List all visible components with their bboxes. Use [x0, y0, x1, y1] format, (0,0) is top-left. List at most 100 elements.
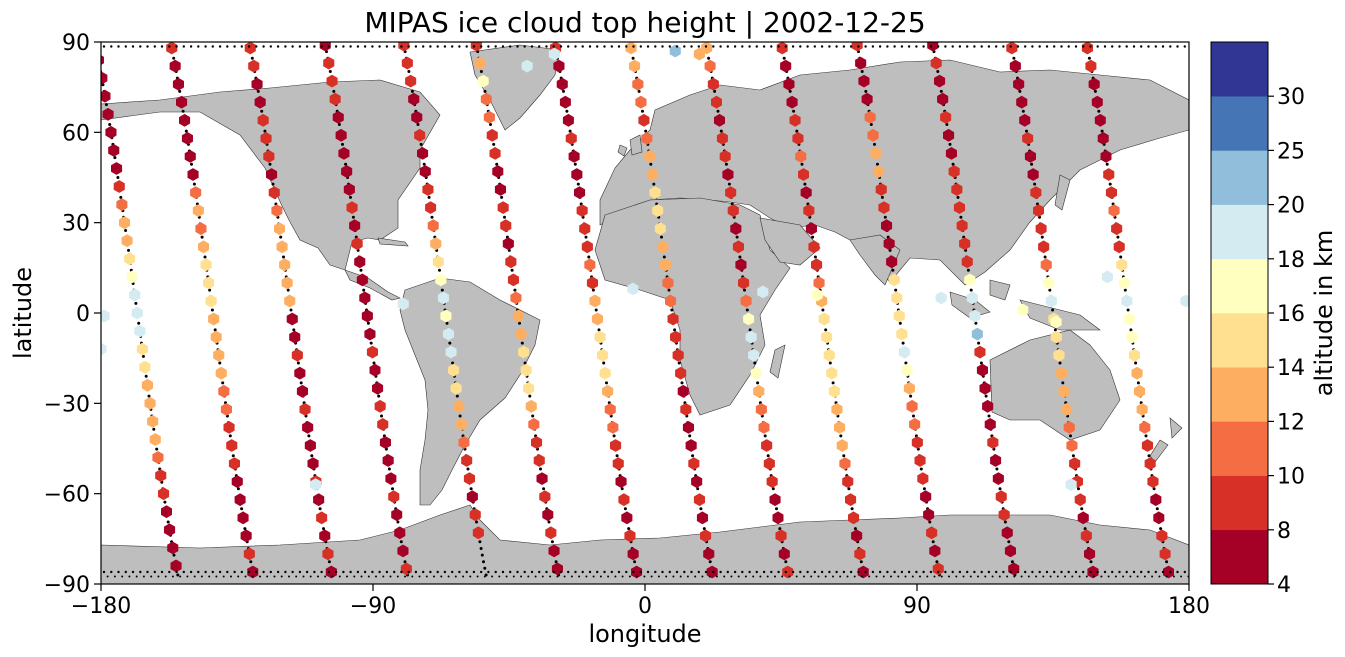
- polar-dot: [1125, 45, 1128, 48]
- cloud-point-marker: [1024, 150, 1036, 163]
- polar-dot: [617, 45, 621, 48]
- track-dot: [1119, 255, 1123, 259]
- track-dot: [565, 109, 569, 113]
- polar-dot: [632, 570, 635, 574]
- track-dot: [1136, 381, 1140, 385]
- polar-dot: [218, 570, 222, 574]
- track-dot: [547, 520, 551, 524]
- track-dot: [108, 123, 112, 126]
- cloud-point-marker: [786, 95, 798, 109]
- track-dot: [178, 89, 182, 93]
- polar-dot: [414, 45, 418, 48]
- cloud-point-marker: [463, 472, 475, 485]
- polar-dot: [683, 45, 686, 48]
- cloud-point-marker: [896, 327, 908, 341]
- cloud-point-marker: [1134, 384, 1146, 398]
- cloud-point-marker: [310, 478, 322, 491]
- polar-dot: [733, 570, 737, 574]
- track-dot: [1007, 540, 1011, 544]
- polar-dot: [429, 45, 432, 48]
- polar-dot: [1009, 570, 1012, 574]
- track-dot: [228, 434, 232, 438]
- track-dot: [256, 89, 260, 93]
- polar-dot: [189, 570, 193, 574]
- track-dot: [995, 467, 999, 471]
- polar-dot: [400, 45, 403, 48]
- track-dot: [359, 268, 363, 272]
- polar-dot: [117, 45, 120, 48]
- cloud-point-marker: [805, 222, 817, 236]
- track-dot: [554, 560, 558, 564]
- track-dot: [839, 434, 843, 438]
- cloud-point-marker: [351, 237, 363, 251]
- polar-dot: [284, 45, 287, 48]
- cloud-point-marker: [589, 294, 601, 308]
- polar-dot: [603, 45, 606, 48]
- track-dot: [1061, 381, 1065, 385]
- cloud-point-marker: [243, 547, 255, 561]
- track-dot: [828, 361, 832, 365]
- polar-dot: [973, 45, 976, 48]
- cloud-point-marker: [740, 294, 752, 308]
- cloud-point-marker: [164, 523, 176, 537]
- track-dot: [147, 394, 151, 398]
- polar-dot: [726, 45, 729, 48]
- polar-dot: [849, 45, 853, 48]
- cloud-point-marker: [667, 312, 679, 326]
- track-dot: [152, 427, 156, 431]
- track-dot: [403, 560, 407, 564]
- cloud-point-marker: [858, 74, 870, 88]
- polar-dot: [777, 45, 780, 48]
- track-dot: [738, 255, 742, 259]
- polar-dot: [186, 575, 189, 578]
- track-dot: [716, 109, 720, 113]
- cloud-point-marker: [528, 418, 540, 431]
- polar-dot: [393, 570, 396, 574]
- track-dot: [166, 520, 170, 524]
- polar-dot: [661, 570, 664, 574]
- track-dot: [119, 195, 123, 199]
- polar-dot: [121, 575, 124, 578]
- polar-dot: [849, 570, 853, 574]
- cloud-point-marker: [929, 544, 941, 558]
- polar-dot: [596, 570, 599, 574]
- cloud-point-marker: [755, 403, 767, 416]
- colorbar-segment: [1211, 367, 1268, 422]
- track-dot: [1012, 56, 1016, 60]
- track-dot: [831, 381, 835, 385]
- polar-dot: [581, 570, 584, 574]
- cloud-point-marker: [228, 457, 240, 470]
- track-dot: [307, 434, 311, 438]
- polar-dot: [625, 570, 628, 574]
- polar-dot: [723, 575, 726, 578]
- track-dot: [377, 394, 381, 398]
- cloud-point-marker: [903, 381, 915, 395]
- polar-dot: [182, 45, 185, 48]
- track-dot: [813, 255, 817, 259]
- polar-dot: [509, 45, 512, 48]
- cloud-point-marker: [391, 508, 403, 522]
- polar-dot: [828, 570, 831, 574]
- cloud-point-marker: [627, 547, 639, 561]
- cloud-point-marker: [599, 366, 611, 380]
- colorbar-tick-label: 4: [1277, 573, 1291, 598]
- cloud-point-marker: [625, 42, 637, 55]
- cloud-point-marker: [470, 42, 482, 52]
- cloud-point-marker: [1144, 457, 1156, 470]
- cloud-point-marker: [394, 526, 406, 540]
- cloud-point-marker: [136, 342, 148, 356]
- track-dot: [332, 89, 336, 93]
- track-dot: [660, 235, 663, 239]
- cloud-point-marker: [803, 204, 815, 217]
- polar-dot: [244, 575, 247, 578]
- cloud-point-marker: [492, 165, 504, 178]
- y-tick-label: 60: [62, 121, 90, 146]
- track-dot: [784, 560, 788, 564]
- cloud-point-marker: [778, 547, 790, 561]
- track-dot: [200, 235, 204, 239]
- cloud-point-marker: [761, 439, 773, 452]
- track-dot: [513, 288, 517, 292]
- polar-dot: [549, 575, 552, 578]
- polar-dot: [534, 575, 537, 578]
- cloud-point-marker: [437, 291, 449, 305]
